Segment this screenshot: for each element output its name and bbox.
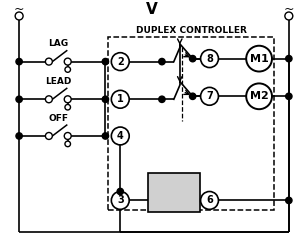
Text: LEAD: LEAD [45,77,71,86]
Circle shape [189,93,196,100]
Circle shape [111,127,129,145]
Text: 1: 1 [117,94,124,104]
Bar [148,173,200,212]
Text: ~: ~ [14,2,24,16]
Circle shape [45,132,52,140]
Text: LAG: LAG [48,39,68,48]
Circle shape [111,90,129,108]
Circle shape [65,67,71,72]
Circle shape [16,58,22,65]
Text: 4: 4 [117,131,124,141]
Circle shape [45,96,52,103]
Circle shape [286,56,292,62]
Text: M2: M2 [250,91,268,101]
Circle shape [111,192,129,209]
Circle shape [15,12,23,20]
Text: V: V [146,2,158,16]
Circle shape [286,93,292,100]
Circle shape [285,12,293,20]
Circle shape [201,192,219,209]
Circle shape [246,84,272,109]
Text: ~: ~ [284,2,294,16]
Text: 2: 2 [117,56,124,66]
Circle shape [201,88,219,105]
Circle shape [16,133,22,139]
Circle shape [201,50,219,68]
Text: 7: 7 [206,91,213,101]
Circle shape [102,96,109,102]
Circle shape [64,58,71,65]
Circle shape [64,96,71,103]
Text: M1: M1 [250,54,268,64]
Circle shape [159,58,165,65]
Circle shape [65,104,71,110]
Text: DUPLEX CONTROLLER: DUPLEX CONTROLLER [136,26,247,35]
Circle shape [45,58,52,65]
Circle shape [16,96,22,102]
Text: 6: 6 [206,196,213,205]
Circle shape [159,96,165,102]
Circle shape [189,56,196,62]
Circle shape [102,133,109,139]
Circle shape [246,46,272,72]
Text: 3: 3 [117,196,124,205]
Circle shape [117,188,123,195]
Circle shape [286,197,292,203]
Circle shape [65,141,71,147]
Circle shape [102,58,109,65]
Text: OFF: OFF [48,114,68,122]
Circle shape [111,53,129,70]
Bar [108,37,274,210]
Circle shape [64,132,71,140]
Text: 8: 8 [206,54,213,64]
